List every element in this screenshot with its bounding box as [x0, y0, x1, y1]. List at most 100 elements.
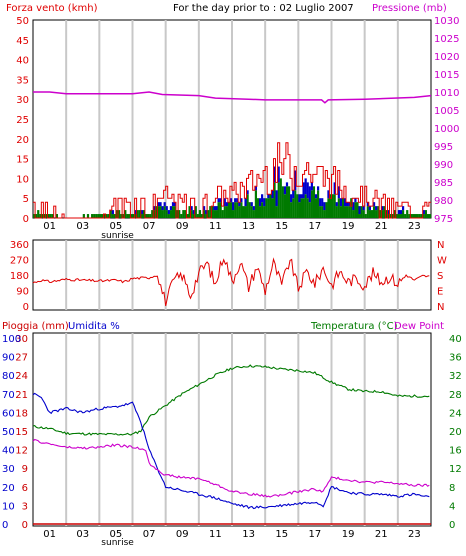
wind-avg-bar	[310, 190, 313, 218]
wind-mid-bar	[346, 202, 349, 207]
wind-mid-bar	[190, 206, 193, 211]
wind-avg-bar	[300, 198, 303, 218]
wind-avg-bar	[275, 206, 278, 218]
wind-avg-bar	[200, 214, 204, 218]
wind-avg-bar	[178, 210, 181, 218]
wind-avg-bar	[47, 214, 50, 218]
wind-avg-bar	[128, 214, 131, 218]
temperature-tick-label: 36	[449, 353, 462, 364]
humidity-tick-label: 20	[2, 483, 15, 494]
wind-direction-line	[32, 257, 430, 307]
wind-avg-bar	[105, 214, 108, 218]
humidity-tick-label: 40	[2, 446, 15, 457]
wind-avg-bar	[312, 186, 316, 218]
hour-label: 23	[408, 221, 421, 232]
temperature-tick-label: 24	[449, 408, 462, 419]
wind-avg-bar	[126, 214, 129, 218]
wind-avg-bar	[422, 214, 425, 218]
wind-tick-label: 45	[16, 36, 29, 47]
pressure-tick-label: 1015	[434, 70, 459, 81]
hour-label: 17	[309, 529, 322, 540]
wind-mid-bar	[319, 198, 322, 207]
wind-avg-bar	[360, 206, 363, 218]
wind-mid-bar	[161, 206, 164, 211]
hour-label: 05	[110, 221, 123, 232]
wind-avg-bar	[426, 214, 430, 218]
wind-mid-bar	[397, 210, 401, 215]
wind-mid-bar	[258, 198, 262, 207]
wind-axis-title: Forza vento (kmh)	[6, 3, 98, 14]
wind-mid-bar	[263, 198, 266, 207]
wind-mid-bar	[240, 198, 243, 203]
humidity-tick-label: 50	[2, 427, 15, 438]
wind-avg-bar	[124, 210, 127, 218]
wind-mid-bar	[387, 210, 390, 215]
wind-mid-bar	[401, 206, 405, 211]
wind-avg-bar	[393, 210, 396, 218]
wind-avg-bar	[263, 206, 266, 218]
wind-avg-bar	[356, 202, 359, 218]
wind-avg-bar	[350, 198, 353, 218]
wind-avg-bar	[279, 178, 282, 218]
wind-tick-label: 25	[16, 115, 29, 126]
wind-mid-bar	[238, 202, 241, 207]
wind-mid-bar	[271, 190, 274, 199]
temperature-tick-label: 12	[449, 464, 462, 475]
wind-avg-bar	[414, 214, 417, 218]
wind-mid-bar	[111, 210, 114, 215]
wind-avg-bar	[319, 206, 322, 218]
compass-label: W	[437, 256, 447, 267]
hour-label: 05	[110, 529, 123, 540]
wind-avg-bar	[362, 210, 365, 218]
wind-avg-bar	[406, 210, 409, 218]
wind-avg-bar	[277, 182, 280, 218]
wind-avg-bar	[190, 210, 193, 218]
wind-mid-bar	[202, 206, 206, 211]
wind-mid-bar	[171, 202, 175, 207]
pressure-tick-label: 990	[434, 160, 453, 171]
wind-mid-bar	[267, 194, 270, 199]
wind-mid-bar	[192, 210, 195, 215]
wind-avg-bar	[95, 214, 98, 218]
wind-avg-bar	[227, 202, 231, 218]
wind-mid-bar	[339, 198, 342, 207]
chart-title: For the day prior to : 02 Luglio 2007	[173, 3, 354, 14]
humidity-tick-label: 0	[2, 520, 8, 531]
wind-mid-bar	[232, 202, 235, 211]
wind-mid-bar	[219, 198, 222, 203]
wind-avg-bar	[348, 206, 351, 218]
wind-avg-bar	[292, 198, 295, 218]
humidity-tick-label: 10	[2, 501, 15, 512]
temperature-tick-label: 16	[449, 446, 462, 457]
rain-tick-label: 24	[15, 371, 28, 382]
hour-label: 21	[375, 529, 388, 540]
wind-avg-bar	[339, 206, 342, 218]
wind-tick-label: 10	[16, 174, 29, 185]
wind-avg-bar	[246, 194, 249, 218]
hour-label: 13	[242, 529, 255, 540]
wind-avg-bar	[159, 206, 162, 218]
wind-avg-bar	[372, 206, 376, 218]
wind-mid-bar	[236, 198, 239, 203]
wind-mid-bar	[244, 198, 247, 207]
wind-mid-bar	[300, 194, 303, 199]
wind-mid-bar	[327, 190, 330, 199]
wind-mid-bar	[157, 202, 160, 207]
dewpoint-axis-title: Dew Point	[394, 321, 444, 332]
wind-avg-bar	[294, 190, 297, 218]
wind-avg-bar	[379, 210, 382, 218]
wind-mid-bar	[292, 190, 295, 199]
wind-avg-bar	[358, 214, 361, 218]
wind-avg-bar	[283, 194, 287, 218]
wind-avg-bar	[267, 198, 270, 218]
wind-avg-bar	[115, 210, 119, 218]
wind-mid-bar	[381, 206, 384, 211]
wind-avg-bar	[144, 214, 148, 218]
wind-avg-bar	[225, 206, 228, 218]
wind-mid-bar	[252, 206, 255, 211]
wind-avg-bar	[55, 214, 59, 218]
hour-label: 23	[408, 529, 421, 540]
wind-avg-bar	[416, 214, 419, 218]
wind-avg-bar	[377, 206, 380, 218]
temperature-tick-label: 4	[449, 501, 455, 512]
